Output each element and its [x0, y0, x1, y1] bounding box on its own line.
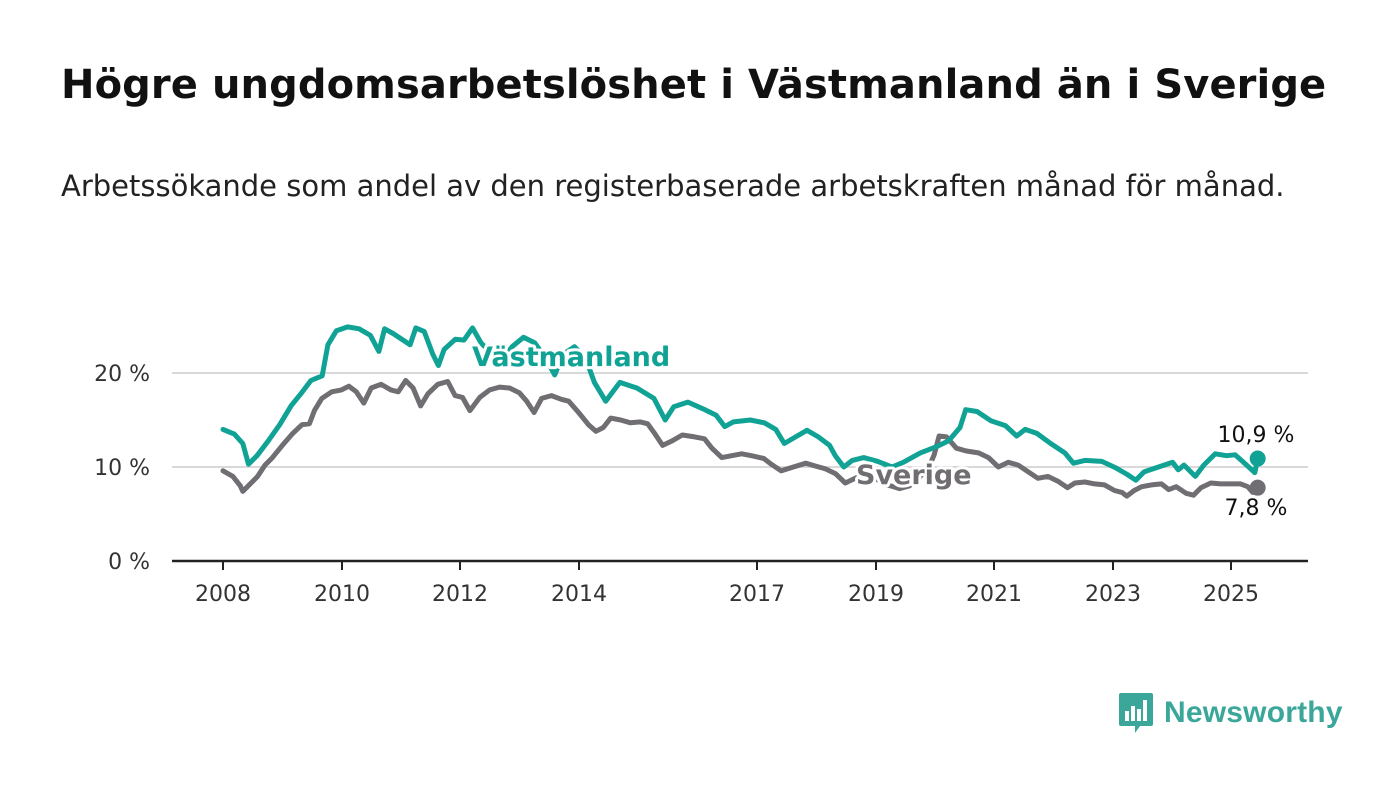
y-tick-label: 10 % [94, 456, 150, 481]
x-tick-label: 2008 [195, 582, 251, 607]
end-point-marker [1249, 479, 1266, 496]
x-tick-label: 2014 [551, 582, 607, 607]
chart-labels: Västmanland Sverige 10,9 % 7,8 % [469, 339, 1297, 524]
brand-logo[interactable]: Newsworthy [1118, 690, 1343, 736]
series-lines [220, 324, 1266, 499]
series-label: Sverige [856, 460, 972, 491]
x-tick-label: 2017 [729, 582, 785, 607]
x-tick-label: 2019 [848, 582, 904, 607]
x-tick-label: 2025 [1203, 582, 1259, 607]
y-tick-label: 0 % [108, 550, 150, 575]
brand-name: Newsworthy [1164, 696, 1343, 729]
x-tick-label: 2010 [314, 582, 370, 607]
end-point-marker [1249, 450, 1266, 467]
chart-title: Högre ungdomsarbetslöshet i Västmanland … [61, 62, 1327, 108]
series-line-sverige [220, 378, 1261, 499]
series-label: Västmanland [472, 342, 670, 373]
series-line-västmanland [220, 324, 1261, 483]
axes: 0 % 10 % 20 % 2008 2010 2012 2014 2017 2019 2021 2… [94, 362, 1308, 607]
x-tick-label: 2021 [966, 582, 1022, 607]
y-tick-label: 20 % [94, 362, 150, 387]
end-value-label: 10,9 % [1218, 423, 1295, 448]
chart-subtitle: Arbetssökande som andel av den registerb… [61, 169, 1285, 203]
newsworthy-logo-icon [1119, 693, 1153, 733]
x-tick-label: 2012 [432, 582, 488, 607]
end-value-label: 7,8 % [1225, 496, 1288, 521]
x-tick-label: 2023 [1085, 582, 1141, 607]
